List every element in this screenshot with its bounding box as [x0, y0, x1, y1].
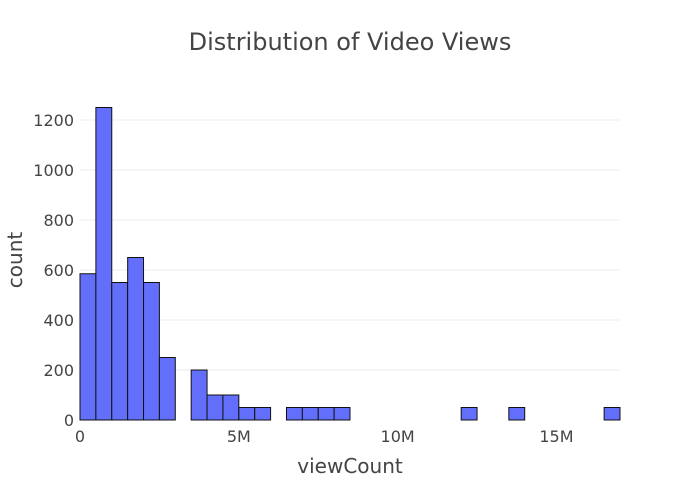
- histogram-bar: [301, 407, 319, 421]
- x-tick-label: 0: [75, 427, 85, 446]
- histogram-bar: [190, 369, 208, 421]
- y-tick-label: 800: [43, 211, 74, 230]
- y-tick-label: 0: [64, 411, 74, 430]
- y-axis-label: count: [3, 232, 27, 289]
- histogram-bar: [238, 407, 256, 421]
- histogram-bar: [603, 407, 621, 421]
- y-tick-label: 600: [43, 261, 74, 280]
- histogram-bar: [158, 357, 176, 421]
- y-tick-label: 1000: [33, 161, 74, 180]
- histogram-bar: [222, 394, 240, 421]
- histogram-bar: [127, 257, 145, 421]
- x-axis-label: viewCount: [297, 454, 403, 478]
- histogram-bar: [508, 407, 526, 421]
- histogram-bar: [285, 407, 303, 421]
- histogram-bar: [333, 407, 351, 421]
- histogram-bar: [95, 107, 113, 421]
- y-tick-label: 200: [43, 361, 74, 380]
- bars: [79, 107, 621, 421]
- x-tick-label: 10M: [381, 427, 415, 446]
- histogram-bar: [317, 407, 335, 421]
- chart-title: Distribution of Video Views: [189, 28, 512, 56]
- histogram-bar: [143, 282, 160, 421]
- histogram-bar: [206, 394, 224, 421]
- gridlines: [80, 119, 620, 371]
- y-tick-label: 1200: [33, 111, 74, 130]
- x-axis-ticks: 0 5M 10M 15M: [75, 427, 574, 446]
- histogram-bar: [79, 273, 97, 421]
- x-tick-label: 15M: [539, 427, 573, 446]
- x-tick-label: 5M: [227, 427, 251, 446]
- y-tick-label: 400: [43, 311, 74, 330]
- y-axis-ticks: 0 200 400 600 800 1000 1200: [33, 111, 74, 430]
- histogram-bar: [254, 407, 272, 421]
- histogram-bar: [111, 282, 129, 421]
- histogram-bar: [460, 407, 478, 421]
